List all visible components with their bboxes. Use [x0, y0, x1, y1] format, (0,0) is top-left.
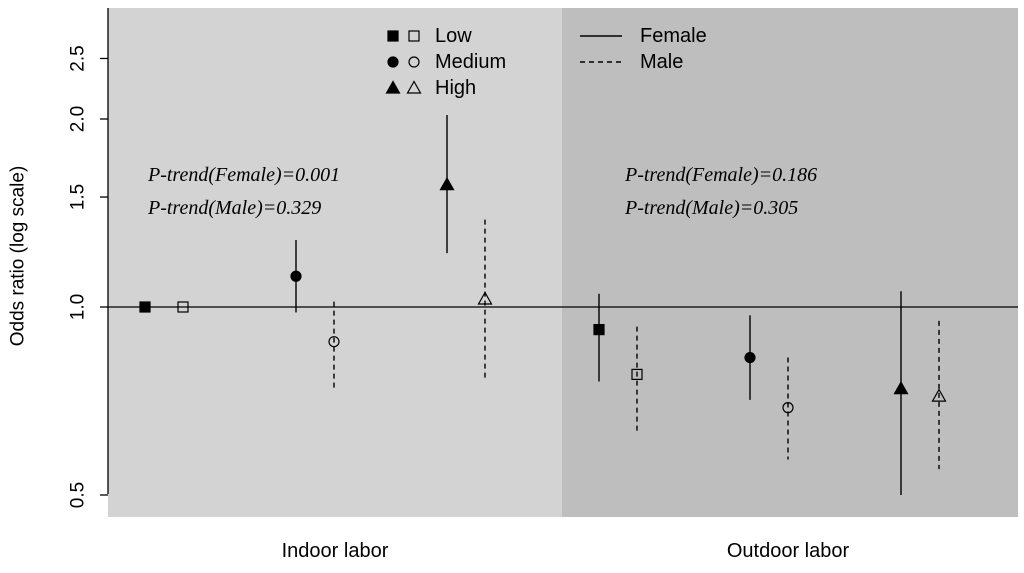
y-axis-label: Odds ratio (log scale): [8, 166, 29, 347]
p-trend-outdoor-labor-0: P-trend(Female)=0.186: [624, 164, 817, 186]
y-tick-label: 0.5: [68, 482, 89, 508]
y-tick-label: 2.5: [68, 45, 89, 71]
legend-female-label: Female: [640, 25, 707, 47]
p-trend-outdoor-labor-1: P-trend(Male)=0.305: [624, 197, 798, 219]
point-indoor-labor-high-female: [439, 176, 455, 191]
legend-low-open-marker: [408, 30, 420, 42]
y-tick-label: 1.5: [68, 184, 89, 210]
p-trend-indoor-labor-1: P-trend(Male)=0.329: [147, 197, 321, 219]
category-label-outdoor-labor: Outdoor labor: [727, 540, 850, 562]
point-indoor-labor-medium-male: [328, 336, 340, 348]
panel-indoor-labor: [108, 8, 562, 517]
point-outdoor-labor-low-male: [631, 368, 643, 380]
point-indoor-labor-medium-female: [290, 270, 302, 282]
y-tick-label: 1.0: [68, 294, 89, 320]
point-outdoor-labor-low-female: [593, 324, 605, 336]
legend-high-label: High: [435, 77, 476, 99]
y-tick-label: 2.0: [68, 106, 89, 132]
legend-low-filled-marker: [387, 30, 399, 42]
legend-high-open-marker: [406, 80, 422, 94]
legend-high-filled-marker: [385, 80, 401, 94]
point-indoor-labor-low-male: [177, 301, 189, 313]
p-trend-indoor-labor-0: P-trend(Female)=0.001: [147, 164, 340, 186]
panel-outdoor-labor: [562, 8, 1018, 517]
point-outdoor-labor-medium-female: [744, 351, 756, 364]
legend-medium-filled-marker: [387, 56, 399, 68]
point-outdoor-labor-medium-male: [782, 402, 794, 414]
point-outdoor-labor-high-male: [931, 388, 947, 402]
legend-low-label: Low: [435, 25, 472, 47]
category-label-indoor-labor: Indoor labor: [282, 540, 389, 562]
point-indoor-labor-low-female: [139, 301, 151, 313]
point-outdoor-labor-high-female: [893, 380, 909, 395]
legend-medium-open-marker: [408, 56, 420, 68]
legend-medium-label: Medium: [435, 51, 506, 73]
point-indoor-labor-high-male: [477, 291, 493, 305]
legend-male-label: Male: [640, 51, 683, 73]
